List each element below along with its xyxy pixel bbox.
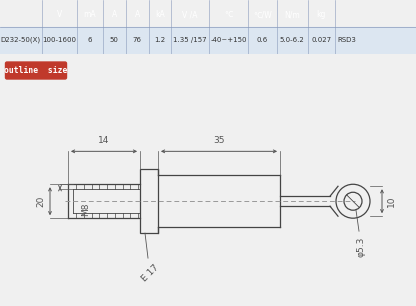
Text: A: A [111,10,117,20]
Text: kg: kg [317,10,326,20]
Text: D232-50(X): D232-50(X) [1,37,41,43]
Bar [0,27,416,54]
Text: 35: 35 [213,136,225,145]
Text: 50: 50 [110,37,119,43]
FancyBboxPatch shape [5,62,67,79]
Text: N/m: N/m [285,10,300,20]
Text: φ5.3: φ5.3 [357,236,366,256]
Text: E 17: E 17 [140,263,160,284]
Text: outline  size: outline size [4,66,68,75]
Text: M8: M8 [82,203,91,216]
Text: V /A: V /A [182,10,198,20]
Text: 6: 6 [88,37,92,43]
Text: mA: mA [84,10,96,20]
Text: 5.0-6.2: 5.0-6.2 [280,37,305,43]
Text: 0.027: 0.027 [311,37,332,43]
Text: ℃: ℃ [224,10,233,20]
Text: 1.2: 1.2 [154,37,166,43]
Text: 100-1600: 100-1600 [42,37,76,43]
Text: 0.6: 0.6 [257,37,268,43]
Text: 20: 20 [36,196,45,207]
Text: V: V [57,10,62,20]
Text: ℃/W: ℃/W [253,10,272,20]
Text: -40~+150: -40~+150 [210,37,247,43]
Text: 10: 10 [387,196,396,207]
Text: RSD3: RSD3 [337,37,356,43]
Text: 1.35 /157: 1.35 /157 [173,37,207,43]
Text: A: A [134,10,140,20]
Bar [140,169,158,233]
Text: 76: 76 [133,37,141,43]
Text: kA: kA [155,10,165,20]
Text: 14: 14 [98,136,110,145]
